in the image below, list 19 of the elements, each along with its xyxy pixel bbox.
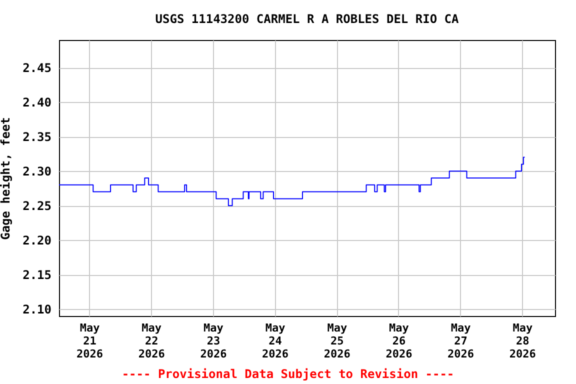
chart-title: USGS 11143200 CARMEL R A ROBLES DEL RIO CA <box>155 12 460 26</box>
x-tick-label: May 21 2026 <box>76 322 104 360</box>
y-tick-label: 2.20 <box>22 234 52 248</box>
text: ---- Provisional Data Subject to Revision ---- <box>120 367 456 381</box>
y-axis-title: Gage height, feet <box>0 117 13 240</box>
x-tick-label: May 28 2026 <box>509 322 536 360</box>
y-tick-label: 2.35 <box>22 130 52 144</box>
y-tick-label: 2.30 <box>22 164 52 179</box>
x-tick-label: May 22 2026 <box>138 322 166 360</box>
x-tick-label: May 25 2026 <box>324 322 351 360</box>
x-tick-label: May 27 2026 <box>448 322 474 360</box>
y-tick-label: 2.25 <box>22 199 52 214</box>
y-tick-label: 2.15 <box>22 268 52 282</box>
x-tick-label: May 24 2026 <box>262 322 289 360</box>
y-tick-label: 2.40 <box>22 96 52 110</box>
y-tick-label: 2.10 <box>22 302 52 317</box>
x-tick-label: May 23 2026 <box>200 322 228 360</box>
y-tick-label: 2.45 <box>22 61 52 76</box>
x-tick-label: May 26 2026 <box>386 322 413 360</box>
